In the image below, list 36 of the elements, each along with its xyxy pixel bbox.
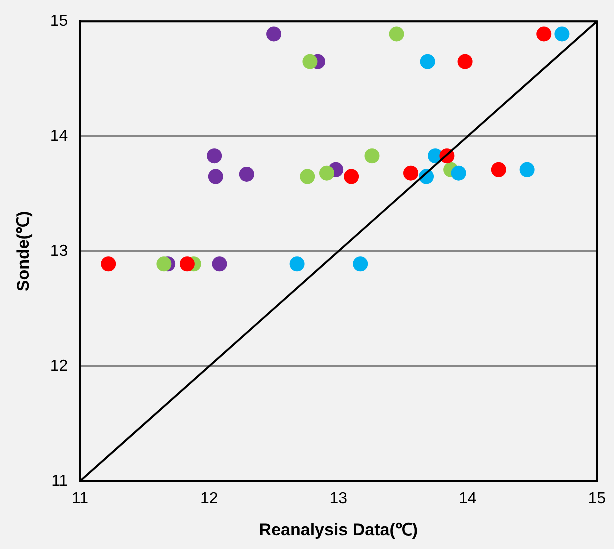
point (451, 166, 466, 181)
y-tick-label: 12 (50, 358, 68, 375)
point (520, 162, 535, 178)
y-axis-title: Sonde(℃) (14, 211, 33, 292)
point (364, 148, 380, 164)
x-axis-title: Reanalysis Data(℃) (259, 520, 418, 540)
point (156, 256, 172, 272)
x-tick-label: 11 (72, 490, 89, 508)
y-tick-label: 13 (50, 242, 68, 260)
point (239, 166, 254, 182)
point (458, 54, 473, 70)
y-tick-label: 14 (50, 128, 68, 145)
point (536, 26, 552, 42)
point (389, 26, 404, 42)
x-tick-label: 15 (588, 490, 606, 508)
point (212, 256, 228, 272)
x-tick-label: 12 (200, 490, 218, 508)
point (554, 26, 570, 42)
point (344, 169, 360, 184)
point (207, 148, 222, 164)
point (420, 54, 436, 70)
x-tick-label: 13 (330, 490, 348, 508)
point (180, 256, 195, 272)
point (491, 162, 506, 178)
point (302, 54, 318, 70)
point (208, 169, 224, 184)
y-tick-label: 11 (52, 472, 68, 490)
point (266, 26, 282, 42)
point (320, 166, 335, 181)
point (290, 256, 305, 272)
x-tick-label: 14 (458, 490, 477, 508)
point (404, 166, 419, 181)
y-tick-label: 15 (50, 13, 68, 30)
point (353, 256, 368, 272)
point (101, 256, 116, 272)
point (300, 169, 316, 184)
